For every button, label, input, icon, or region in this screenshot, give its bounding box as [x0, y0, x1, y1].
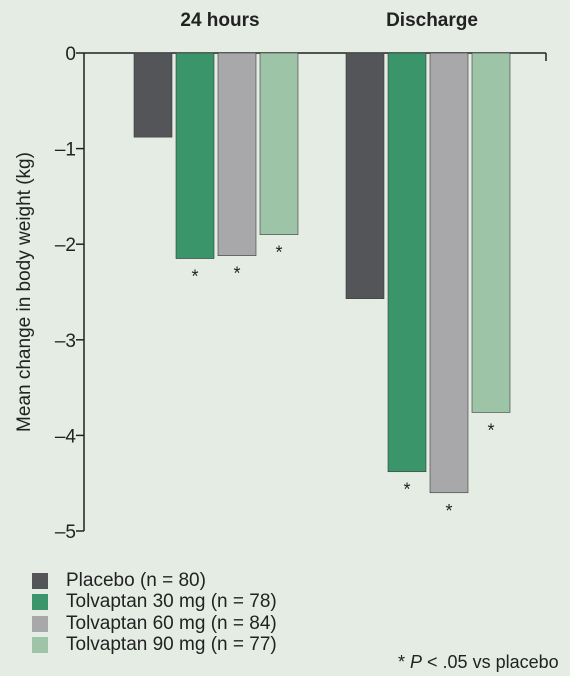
legend-label-tolvaptan-60: Tolvaptan 60 mg (n = 84) [66, 612, 277, 634]
bar [429, 52, 469, 494]
legend-item-placebo: Placebo (n = 80) [32, 570, 277, 592]
group-label: 24 hours [180, 10, 259, 31]
y-tick-label: –1 [55, 140, 76, 161]
bar [345, 52, 385, 299]
significance-star: * [191, 267, 198, 287]
legend-label-placebo: Placebo (n = 80) [66, 569, 206, 591]
bar [259, 52, 299, 235]
legend-swatch-tolvaptan-30 [32, 594, 48, 611]
legend: Placebo (n = 80) Tolvaptan 30 mg (n = 78… [32, 570, 277, 656]
legend-item-tolvaptan-30: Tolvaptan 30 mg (n = 78) [32, 591, 277, 614]
footnote-rest: < .05 vs placebo [422, 652, 559, 672]
bar [387, 52, 427, 473]
chart-labels: 0 –1 –2 –3 –4 –5 Mean change in body weight (k… [14, 10, 495, 543]
group-label: Discharge [386, 10, 478, 31]
legend-swatch-placebo [32, 572, 48, 589]
legend-label-tolvaptan-30: Tolvaptan 30 mg (n = 78) [66, 591, 277, 613]
y-tick-label: –4 [55, 426, 77, 447]
significance-star: * [445, 501, 452, 521]
y-tick-label: 0 [65, 44, 76, 65]
significance-star: * [233, 264, 240, 284]
footnote-prefix: * [398, 652, 411, 672]
bar [471, 52, 511, 413]
legend-label-tolvaptan-90: Tolvaptan 90 mg (n = 77) [66, 634, 277, 656]
significance-star: * [403, 480, 410, 500]
y-tick-label: –5 [55, 522, 76, 543]
y-tick-label: –3 [55, 331, 76, 352]
significance-footnote: * P < .05 vs placebo [398, 652, 559, 673]
bar [217, 52, 257, 256]
legend-swatch-tolvaptan-90 [32, 637, 48, 654]
chart-bars [133, 52, 511, 494]
legend-swatch-tolvaptan-60 [32, 615, 48, 632]
legend-item-tolvaptan-90: Tolvaptan 90 mg (n = 77) [32, 634, 277, 657]
bar [175, 52, 215, 259]
legend-item-tolvaptan-60: Tolvaptan 60 mg (n = 84) [32, 613, 277, 635]
y-tick-label: –2 [55, 235, 76, 256]
significance-star: * [275, 243, 282, 263]
bar [133, 52, 173, 138]
y-axis-label: Mean change in body weight (kg) [14, 152, 35, 432]
significance-star: * [487, 420, 494, 440]
footnote-p: P [410, 652, 423, 672]
